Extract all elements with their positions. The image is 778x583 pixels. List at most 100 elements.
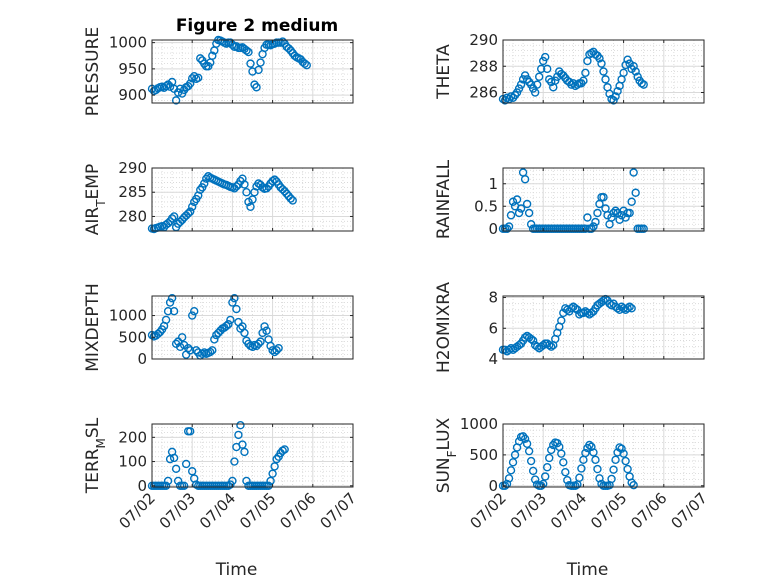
data-point xyxy=(163,307,173,316)
data-point xyxy=(274,343,283,353)
data-point xyxy=(601,75,610,84)
data-point xyxy=(589,448,598,457)
data-point xyxy=(609,465,618,474)
data-point xyxy=(581,224,590,233)
data-point xyxy=(623,304,632,313)
data-point xyxy=(607,213,616,222)
data-point xyxy=(165,82,175,91)
data-point xyxy=(252,83,261,92)
data-point xyxy=(526,334,536,344)
data-point xyxy=(581,68,590,78)
data-point xyxy=(611,455,620,465)
x-tick-label: 07/02 xyxy=(116,489,159,532)
data-point xyxy=(514,84,524,93)
data-point xyxy=(161,481,171,490)
x-tick-label: 07/07 xyxy=(317,489,360,532)
y-tick-label: 8 xyxy=(488,289,498,307)
subplot-mixdepth: 0 500 1000 MIXDEPTH xyxy=(83,283,354,372)
data-point xyxy=(256,337,265,346)
data-point xyxy=(286,194,295,203)
data-point xyxy=(504,222,514,231)
y-axis-label: TERRMSL xyxy=(83,417,108,494)
data-point xyxy=(514,208,524,218)
data-point xyxy=(597,59,606,68)
subplot-rainfall: 0 0.5 1 RAINFALL xyxy=(434,159,705,239)
data-point xyxy=(244,47,253,57)
data-point xyxy=(591,217,600,227)
data-point xyxy=(629,62,638,71)
y-tick-label: 1000 xyxy=(460,415,498,433)
y-axis-label: THETA xyxy=(434,44,454,100)
data-point xyxy=(621,456,630,466)
data-point xyxy=(183,209,193,218)
data-point xyxy=(508,197,518,206)
y-tick-label: 290 xyxy=(469,31,498,49)
data-point xyxy=(619,68,628,78)
data-point xyxy=(163,476,173,486)
x-axis-label: Time xyxy=(215,560,258,580)
data-point xyxy=(633,72,642,81)
x-axis-label: Time xyxy=(566,560,609,580)
data-point xyxy=(621,60,630,70)
y-tick-label: 0.5 xyxy=(474,197,498,215)
data-point xyxy=(175,342,185,352)
data-point xyxy=(165,454,175,464)
data-point xyxy=(256,58,265,67)
data-point xyxy=(524,208,534,218)
y-tick-label: 286 xyxy=(469,84,498,102)
subplot-theta: 286 288 290 THETA xyxy=(434,31,705,105)
data-point xyxy=(510,450,520,460)
data-point xyxy=(262,326,271,335)
data-point xyxy=(230,457,239,466)
x-tick-label: 07/06 xyxy=(276,489,319,532)
data-point xyxy=(518,432,528,441)
data-point xyxy=(260,322,269,331)
data-point xyxy=(627,304,636,313)
data-point xyxy=(627,197,636,206)
x-tick-label: 07/03 xyxy=(507,489,550,532)
data-point xyxy=(520,175,530,184)
axes-box xyxy=(151,423,354,488)
data-point xyxy=(246,59,255,68)
data-point xyxy=(593,464,602,474)
y-tick-label: 285 xyxy=(118,183,147,201)
data-point xyxy=(536,64,546,74)
data-point xyxy=(192,346,201,355)
y-axis-label: AIRTEMP xyxy=(83,164,108,235)
data-point xyxy=(266,341,275,351)
subplot-terr-msl: 0 100 200 TERRMSL 07/0207/0307/0407/0507/060… xyxy=(83,417,360,580)
data-point xyxy=(185,79,195,88)
y-tick-label: 288 xyxy=(469,57,498,75)
data-point xyxy=(187,202,197,211)
data-point xyxy=(248,195,257,204)
y-tick-label: 290 xyxy=(118,159,147,177)
data-point xyxy=(232,182,241,191)
y-axis-label: MIXDEPTH xyxy=(83,283,103,372)
data-point xyxy=(171,96,181,105)
data-point xyxy=(536,481,546,490)
data-point xyxy=(623,464,632,474)
data-point xyxy=(171,464,181,474)
data-point xyxy=(242,188,251,197)
data-point xyxy=(543,463,552,472)
data-point xyxy=(541,52,550,62)
data-point xyxy=(177,333,187,342)
axes-box xyxy=(151,39,354,104)
data-point xyxy=(232,304,241,314)
data-point xyxy=(165,298,175,307)
data-point xyxy=(613,304,622,313)
data-point xyxy=(530,475,540,484)
data-point xyxy=(532,80,542,89)
y-tick-label: 0 xyxy=(137,477,147,495)
subplot-pressure: 900 950 1000 PRESSURE xyxy=(83,27,354,116)
data-point xyxy=(181,459,191,469)
data-point xyxy=(272,454,281,464)
data-point xyxy=(280,187,289,196)
data-point xyxy=(254,339,263,348)
data-point xyxy=(587,442,596,452)
data-point xyxy=(629,168,638,177)
x-tick-label: 07/05 xyxy=(236,489,279,532)
data-point xyxy=(226,315,235,325)
data-point xyxy=(629,480,638,490)
x-tick-label: 07/06 xyxy=(627,489,670,532)
